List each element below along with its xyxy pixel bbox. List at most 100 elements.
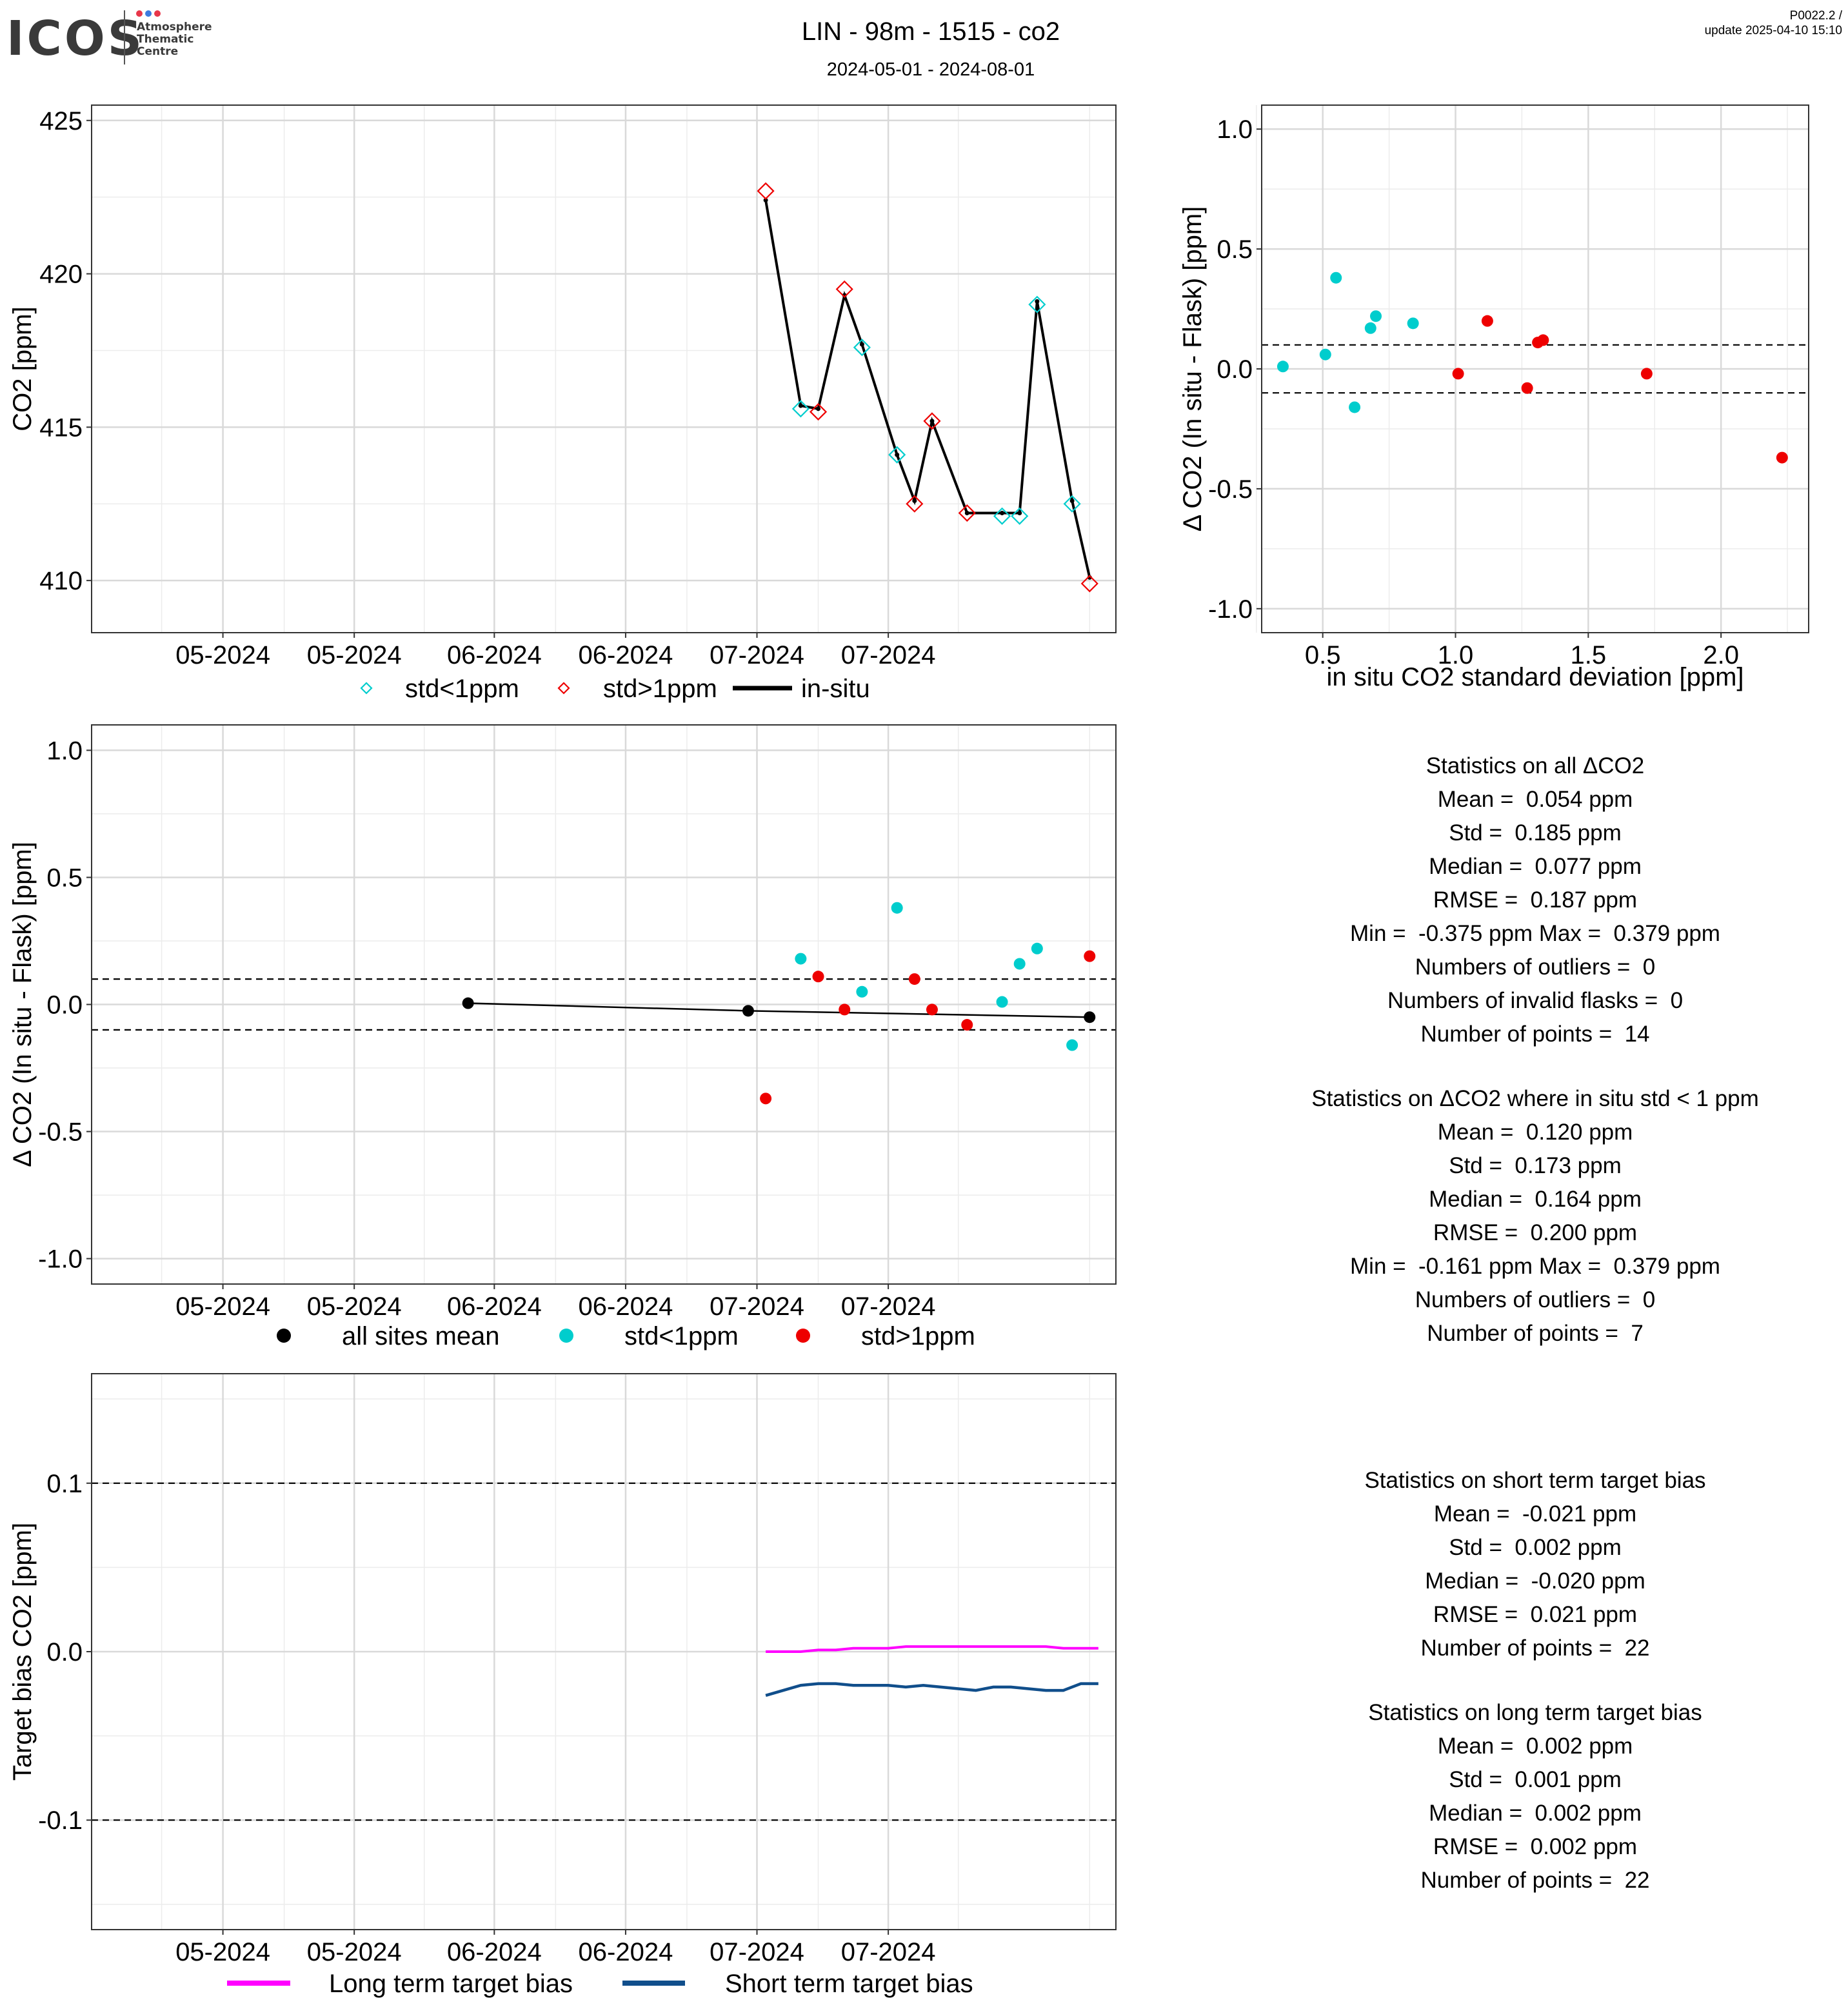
legend-key-std-gt1 [557,682,570,695]
logo-dot-3 [154,10,161,17]
in-situ-point [763,197,768,203]
x-tick-label: 05-2024 [307,1292,402,1321]
x-tick-label: 05-2024 [307,1938,402,1966]
x-tick-label: 06-2024 [579,641,673,669]
std-lt1-marker [1063,495,1081,513]
std-gt1-marker [923,412,941,430]
charts-layer: 05-2024 05-2024 06-2024 06-2024 07-2024 07-20… [8,104,1809,1998]
legend-label: std>1ppm [861,1322,975,1350]
y-axis-title: CO2 [ppm] [8,306,37,431]
in-situ-point [859,342,864,347]
stats-std1-block: Statistics on ΔCO2 where in situ std < 1… [1245,1082,1825,1350]
std-lt1-marker [791,400,810,418]
stats-line: Number of points = 14 [1420,1022,1650,1047]
stats-line: Number of points = 22 [1420,1636,1650,1661]
legend-key-std-lt1 [559,1329,573,1343]
std-lt1-marker [993,507,1011,525]
stats-line: Number of points = 7 [1427,1321,1644,1346]
legend-label: std<1ppm [405,675,519,703]
std-lt1-point [1330,272,1342,284]
x-tick-label: 07-2024 [710,1292,804,1321]
y-tick-label: 0.0 [1217,355,1253,384]
in-situ-point [929,419,935,424]
plot-frame [91,104,1117,633]
std-gt1-point [760,1092,772,1105]
y-tick-label: 420 [39,261,83,289]
std-gt1-point [908,973,920,985]
logo-text: ICOS [6,11,144,66]
all-sites-mean-point [742,1005,754,1017]
stats-short-block: Statistics on short term target bias Mean… [1245,1464,1825,1665]
x-tick-label: 1.5 [1571,641,1607,669]
header: ICOS Atmosphere Thematic Centre LIN - 98… [6,9,1843,80]
stats-line: Mean = -0.021 ppm [1433,1501,1637,1527]
std-lt1-point [1407,317,1419,330]
stats-heading: Statistics on all ΔCO2 [1426,753,1645,778]
all-sites-mean-line [468,1002,1090,1018]
std-lt1-point [1277,361,1289,373]
std-gt1-marker [958,504,976,522]
x-tick-label: 05-2024 [175,1938,270,1966]
std-gt1-point [812,971,824,983]
x-tick-label: 06-2024 [447,1292,542,1321]
short-term-bias-line [765,1682,1098,1697]
in-situ-point [1000,511,1005,516]
stats-line: Median = 0.002 ppm [1429,1801,1642,1826]
in-situ-point [798,403,803,408]
std-lt1-marker [888,446,906,464]
co2-timeseries-panel: 05-2024 05-2024 06-2024 06-2024 07-2024 07-20… [8,104,1117,703]
legend-label: in-situ [801,675,870,703]
legend-label: std<1ppm [624,1322,739,1350]
std-gt1-point [1640,368,1653,380]
version-label: P0022.2 / [1790,9,1843,23]
in-situ-point [1017,511,1022,516]
std-lt1-point [1013,958,1026,970]
all-sites-mean-point [462,997,474,1009]
x-tick-label: 0.5 [1305,641,1341,669]
y-tick-label: 410 [39,567,83,595]
std-lt1-point [1349,401,1361,413]
std-lt1-point [1370,310,1382,322]
std-gt1-marker [809,403,828,421]
y-tick-label: 415 [39,413,83,442]
page-title: LIN - 98m - 1515 - co2 [802,17,1060,46]
in-situ-point [816,406,821,411]
legend-label: Short term target bias [725,1970,973,1998]
std-gt1-point [961,1019,973,1031]
x-tick-label: 05-2024 [175,1292,270,1321]
std-gt1-point [1481,315,1493,327]
delta-vs-std-panel: 0.5 1.0 1.5 2.0 -1.0 -0.5 0.0 0.5 1.0 Δ CO2 (In s… [1178,104,1809,691]
std-gt1-marker [757,182,775,200]
stats-all-block: Statistics on all ΔCO2 Mean = 0.054 ppm St… [1245,749,1825,1051]
x-tick-label: 06-2024 [579,1292,673,1321]
std-lt1-point [1066,1039,1078,1051]
y-tick-label: 0.0 [46,1638,83,1666]
update-label: update 2025-04-10 15:10 [1705,24,1842,37]
y-tick-label: 0.5 [46,864,83,892]
stats-line: RMSE = 0.021 ppm [1433,1602,1638,1627]
stats-line: RMSE = 0.187 ppm [1433,887,1638,913]
in-situ-point [1035,299,1040,304]
std-gt1-point [1776,451,1788,464]
in-situ-point [912,499,917,503]
legend-label: std>1ppm [603,675,717,703]
delta-timeseries-panel: 05-2024 05-2024 06-2024 06-2024 07-2024 07-20… [8,724,1117,1350]
logo-dot-2 [145,10,152,17]
stats-line: Mean = 0.002 ppm [1437,1734,1633,1759]
std-lt1-point [1031,942,1043,954]
y-tick-label: 1.0 [46,737,83,765]
x-tick-label: 06-2024 [447,1938,542,1966]
x-tick-label: 06-2024 [579,1938,673,1966]
stats-line: Min = -0.161 ppm Max = 0.379 ppm [1350,1254,1720,1279]
y-axis-title: Δ CO2 (In situ - Flask) [ppm] [8,842,37,1167]
x-tick-label: 07-2024 [841,1938,936,1966]
std-lt1-point [856,985,868,998]
stats-line: Numbers of outliers = 0 [1415,1287,1656,1312]
x-tick-label: 05-2024 [175,641,270,669]
legend-key-mean [277,1329,291,1343]
std-lt1-point [1364,322,1376,334]
stats-heading: Statistics on short term target bias [1364,1468,1706,1493]
x-tick-label: 07-2024 [841,1292,936,1321]
y-tick-label: 425 [39,107,83,135]
std-gt1-marker [1080,575,1098,593]
